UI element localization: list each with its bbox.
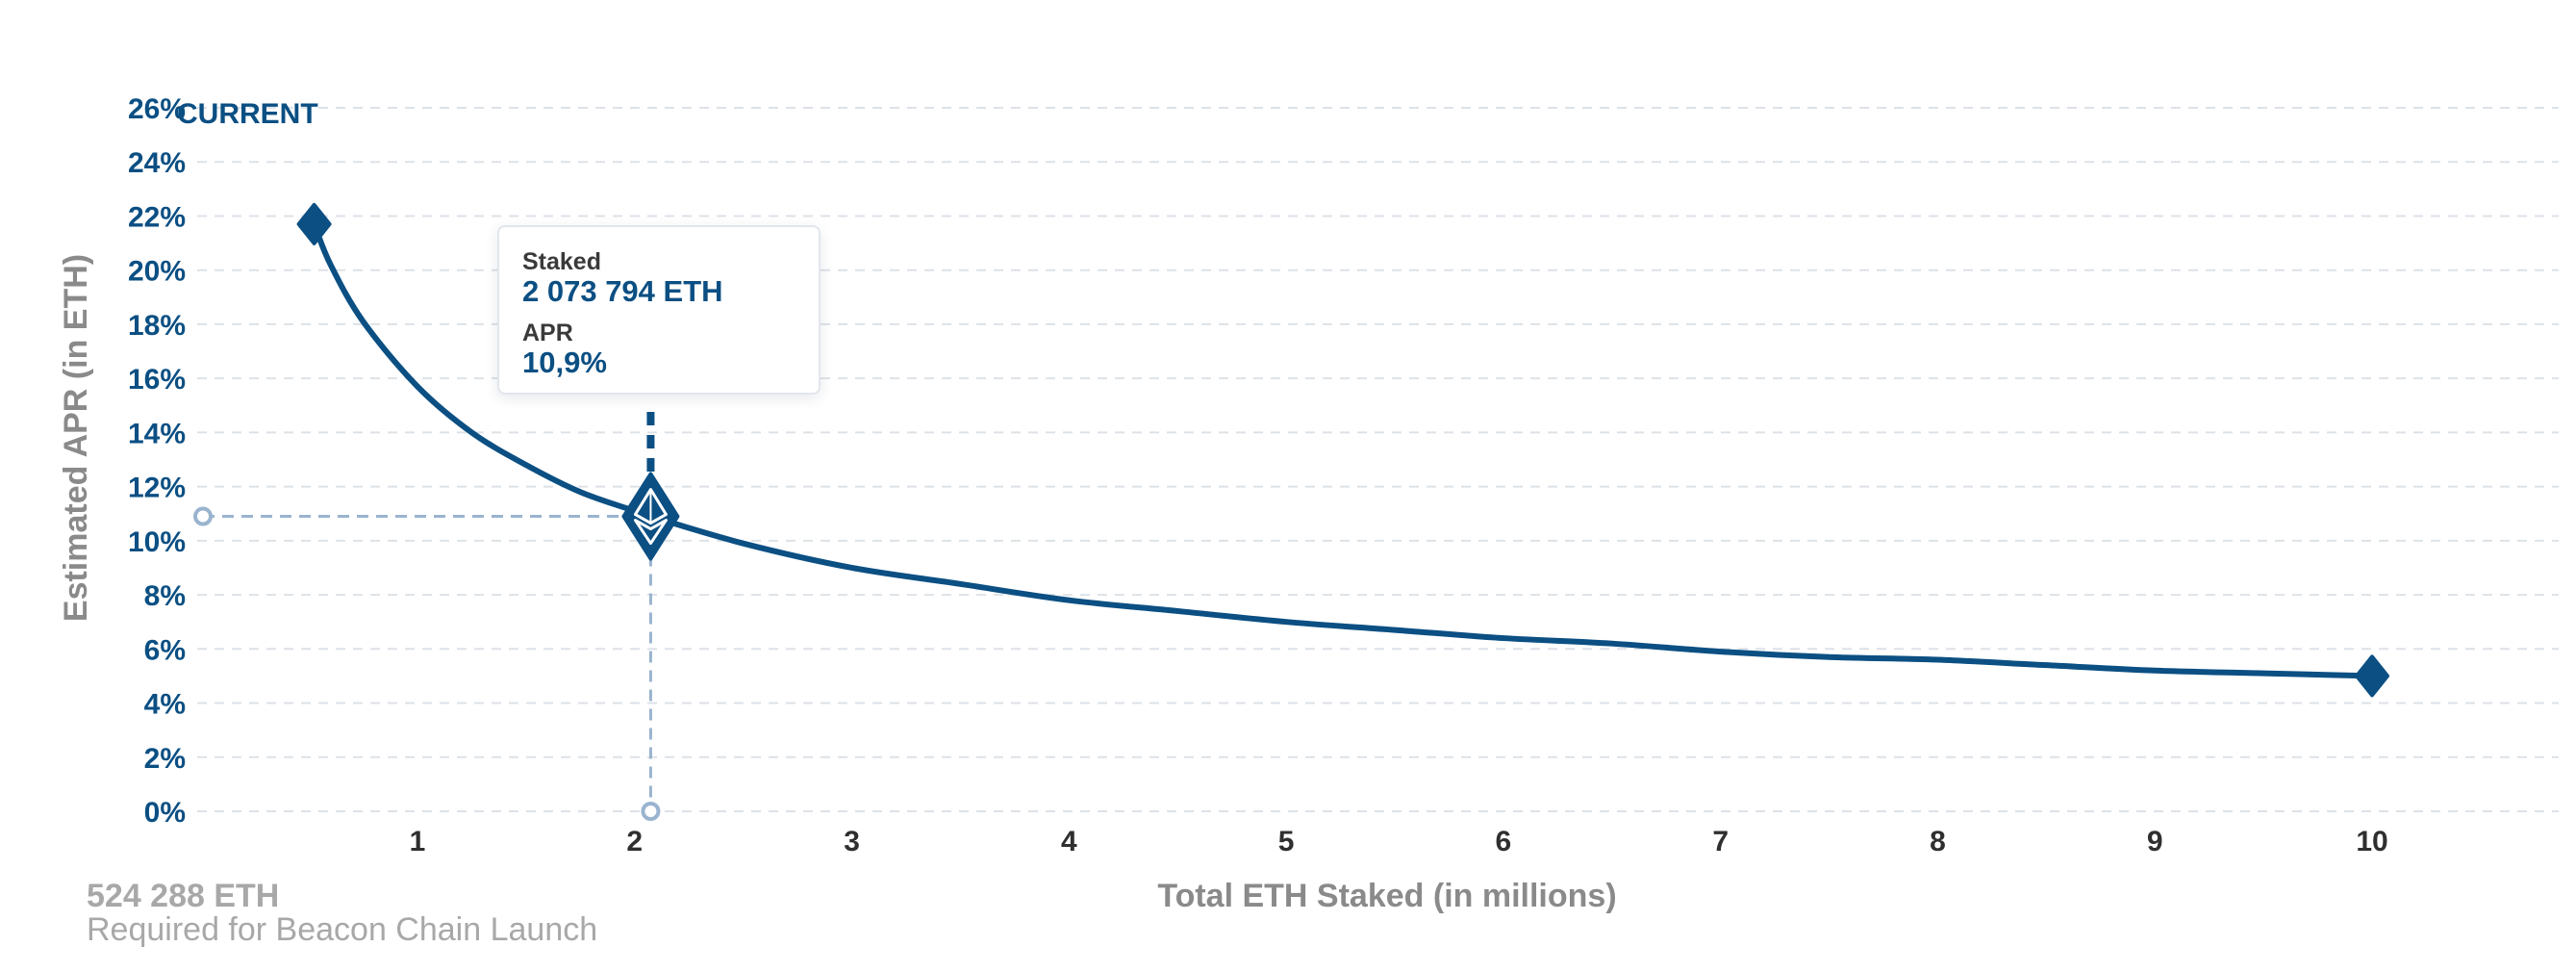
y-tick-label: 0% [144,797,186,829]
x-tick-label: 4 [1061,826,1077,857]
y-tick-label: 14% [128,418,186,449]
x-tick-label: 9 [2147,826,2163,857]
tooltip-apr-value: 10,9% [522,345,607,379]
end-marker [2355,654,2389,698]
y-tick-label: 4% [144,689,186,721]
y-tick-label: 10% [128,526,186,558]
current-guides [193,412,661,821]
grid-lines [197,107,2559,812]
x-axis-ticks: 1 2 3 4 5 6 7 8 9 10 [410,826,2388,857]
y-axis-ticks: 0% 2% 4% 6% 8% 10% 12% 14% 16% 18% 20% 22% 24% 26% [128,93,186,829]
y-tick-label: 18% [128,310,186,342]
current-label: CURRENT [177,98,318,130]
x-tick-label: 8 [1930,826,1946,857]
y-tick-label: 22% [128,201,186,233]
x-tick-label: 1 [410,826,426,857]
ethereum-icon [633,488,668,546]
x-guide-endpoint [641,802,661,821]
x-tick-label: 5 [1278,826,1295,857]
y-tick-label: 26% [128,93,186,125]
x-tick-label: 7 [1712,826,1729,857]
y-tick-label: 12% [128,473,186,504]
x-tick-label: 10 [2356,826,2387,857]
tooltip-staked-value: 2 073 794 ETH [522,274,723,308]
beacon-chain-minimum-description: Required for Beacon Chain Launch [87,911,598,948]
y-tick-label: 6% [144,634,186,666]
x-tick-label: 3 [844,826,860,857]
x-tick-label: 6 [1496,826,1512,857]
curve-markers [296,202,2389,698]
tooltip-apr-label: APR [522,320,573,346]
y-tick-label: 16% [128,364,186,396]
x-axis-title: Total ETH Staked (in millions) [1157,878,1616,914]
tooltip-staked-label: Staked [522,248,601,275]
y-tick-label: 2% [144,743,186,775]
current-tooltip: Staked 2 073 794 ETH APR 10,9% [497,225,821,395]
start-marker [296,202,332,245]
y-tick-label: 8% [144,580,186,612]
y-tick-label: 24% [128,147,186,179]
y-guide-endpoint [193,506,213,526]
y-axis-title: Estimated APR (in ETH) [58,254,94,622]
x-tick-label: 2 [626,826,643,857]
beacon-chain-minimum-value: 524 288 ETH [87,878,280,914]
y-tick-label: 20% [128,256,186,288]
apr-curve [311,220,2375,679]
